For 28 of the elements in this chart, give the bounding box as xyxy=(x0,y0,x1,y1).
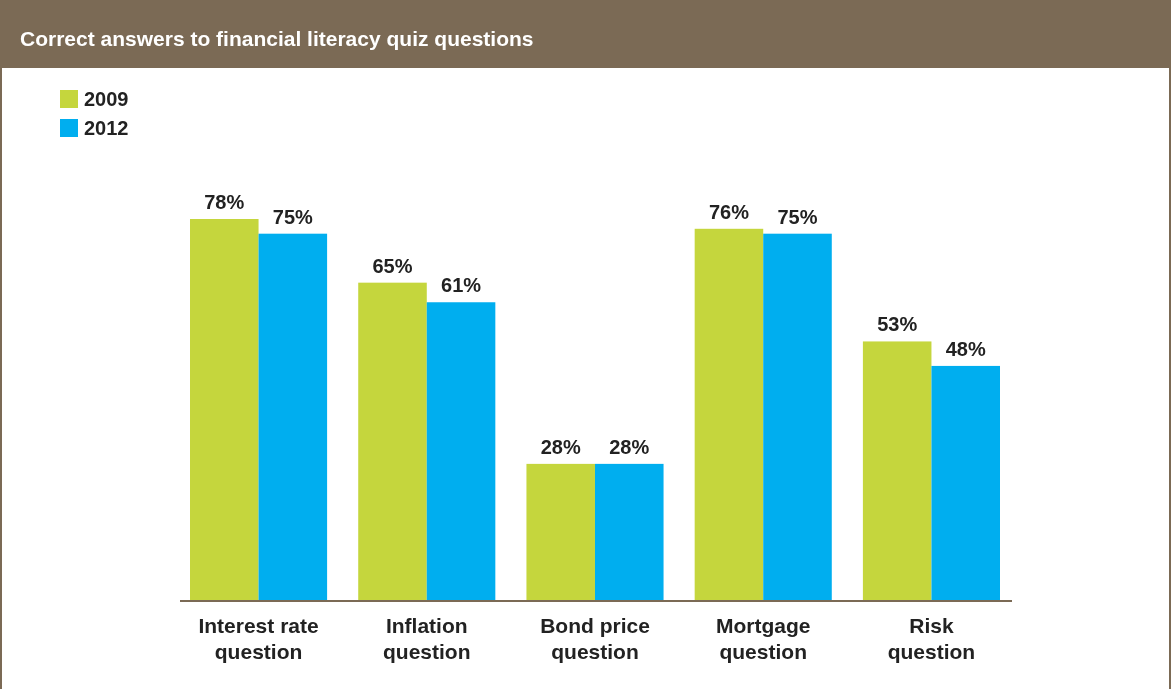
data-label: 53% xyxy=(877,313,918,336)
data-label: 65% xyxy=(372,254,413,277)
bar xyxy=(190,219,259,601)
data-label: 78% xyxy=(204,191,245,213)
bar xyxy=(763,233,832,601)
x-tick-label: Risk question xyxy=(887,614,976,663)
x-tick-label: Mortgage question xyxy=(715,614,811,663)
bar xyxy=(862,341,932,601)
data-label: 61% xyxy=(441,274,482,297)
data-label: 75% xyxy=(272,205,314,228)
data-label: 28% xyxy=(540,435,581,458)
legend-label: 2012 xyxy=(84,117,129,139)
bar xyxy=(526,463,595,601)
bar xyxy=(258,233,328,601)
data-label: 76% xyxy=(708,200,750,223)
bar xyxy=(931,365,1000,601)
bar xyxy=(595,463,664,601)
legend-label: 2009 xyxy=(84,88,129,110)
chart-title: Correct answers to financial literacy quiz questions xyxy=(20,27,534,50)
x-tick-label: Interest rate question xyxy=(198,614,319,663)
bar xyxy=(358,282,427,601)
data-label: 75% xyxy=(777,205,818,228)
bar xyxy=(426,302,496,601)
data-label: 28% xyxy=(609,435,650,458)
x-tick-label: Bond price question xyxy=(540,614,650,663)
x-tick-label: Inflation question xyxy=(383,614,471,663)
data-label: 48% xyxy=(945,337,986,360)
bar xyxy=(694,228,764,601)
